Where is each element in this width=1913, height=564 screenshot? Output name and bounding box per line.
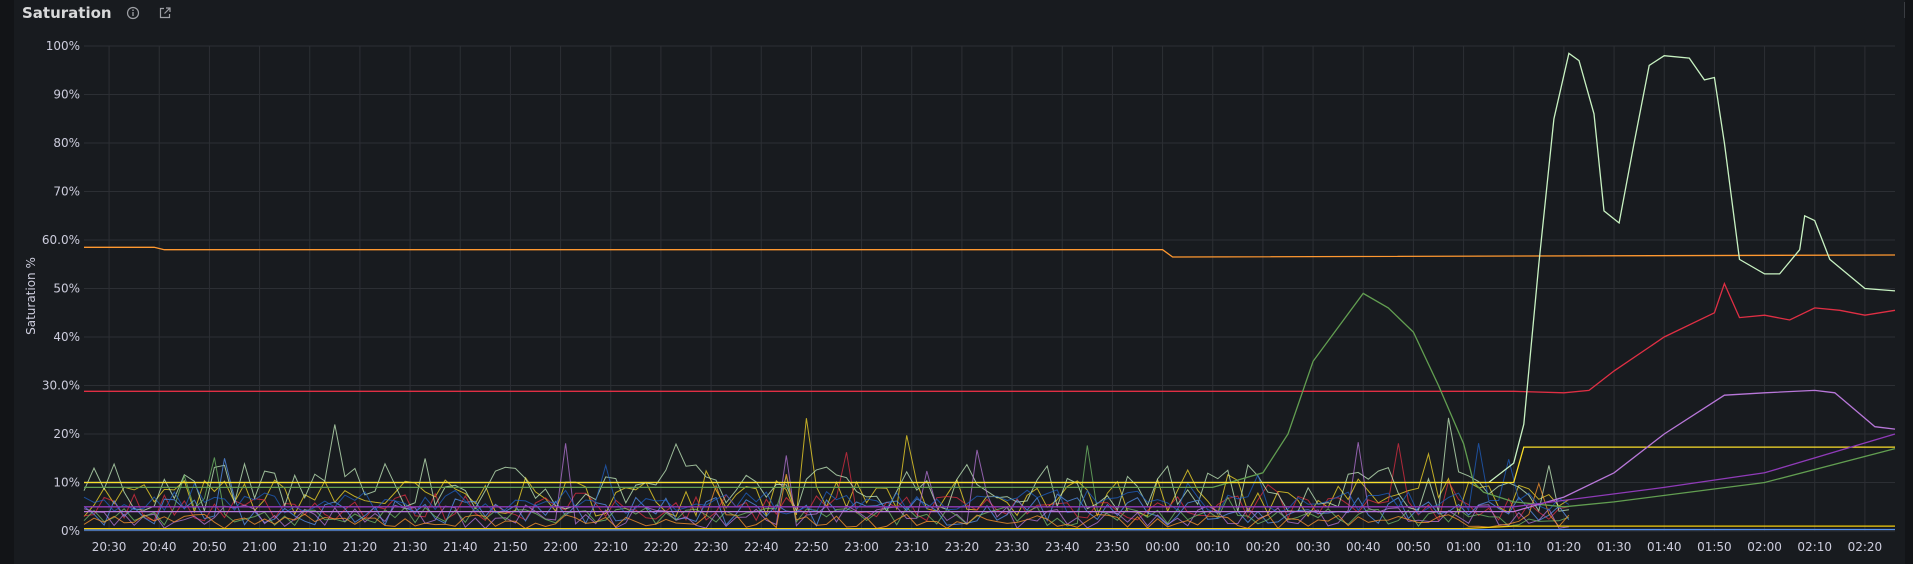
x-tick-label: 00:30 [1296,540,1331,554]
noise-line [83,417,1569,513]
x-tick-label: 21:30 [393,540,428,554]
dashboard-gutter [0,0,14,564]
series-line [83,528,1896,531]
x-tick-label: 20:50 [192,540,227,554]
info-circle-icon[interactable] [122,2,144,24]
x-tick-label: 21:50 [493,540,528,554]
y-tick-label: 50% [53,282,80,296]
y-tick-label: 10% [53,476,80,490]
x-tick-label: 22:50 [794,540,829,554]
noise-line [83,443,1570,515]
series-lines [83,52,1896,531]
x-tick-label: 01:30 [1597,540,1632,554]
noise-line [83,458,1570,527]
noise-line [83,445,1570,527]
x-tick-label: 22:20 [644,540,679,554]
x-tick-label: 00:20 [1246,540,1281,554]
x-tick-label: 01:40 [1647,540,1682,554]
series-line [84,446,1895,484]
y-tick-label: 60.0% [42,233,80,247]
x-tick-label: 00:40 [1346,540,1381,554]
y-tick-label: 40% [53,330,80,344]
series-line [84,389,1896,513]
panel-edge [1905,0,1913,564]
series-line [84,525,1895,530]
x-tick-label: 01:20 [1547,540,1582,554]
panel-menu-handle[interactable] [1904,2,1911,18]
x-tick-labels: 20:30 20:40 20:50 21:00 21:10 21:20 21:30 21:40… [92,540,1882,554]
x-tick-label: 23:40 [1045,540,1080,554]
noise-line [83,473,1570,530]
y-tick-label: 0% [61,524,80,538]
series-line [84,52,1896,484]
external-link-icon[interactable] [154,2,176,24]
panel-header: Saturation [22,0,176,26]
x-tick-label: 22:10 [593,540,628,554]
x-tick-label: 22:30 [694,540,729,554]
y-tick-labels: 0% 10% 20% 30.0% 40% 50% 60.0% 70% 80% 90% 100% [42,39,80,538]
x-tick-label: 23:00 [844,540,879,554]
x-tick-label: 23:10 [894,540,929,554]
y-tick-label: 100% [46,39,80,53]
y-tick-label: 20% [53,427,80,441]
x-tick-label: 21:00 [242,540,277,554]
grid [84,45,1895,532]
x-tick-label: 23:30 [995,540,1030,554]
x-tick-label: 21:10 [292,540,327,554]
x-tick-label: 01:50 [1697,540,1732,554]
x-tick-label: 21:40 [443,540,478,554]
series-line [84,292,1896,508]
x-tick-label: 01:10 [1496,540,1531,554]
x-tick-label: 22:00 [543,540,578,554]
x-tick-label: 00:50 [1396,540,1431,554]
x-tick-label: 20:40 [142,540,177,554]
series-line [84,246,1896,258]
x-tick-label: 02:10 [1797,540,1832,554]
x-tick-label: 01:00 [1446,540,1481,554]
x-tick-label: 21:20 [343,540,378,554]
x-tick-label: 20:30 [92,540,127,554]
y-tick-label: 70% [53,185,80,199]
x-tick-label: 02:00 [1747,540,1782,554]
x-tick-label: 00:10 [1195,540,1230,554]
x-tick-label: 22:40 [744,540,779,554]
y-tick-label: 90% [53,88,80,102]
x-tick-label: 23:20 [945,540,980,554]
x-tick-label: 00:00 [1145,540,1180,554]
y-tick-label: 30.0% [42,379,80,393]
x-tick-label: 02:20 [1848,540,1883,554]
series-line [84,433,1896,508]
series-line [84,281,1896,394]
y-tick-label: 80% [53,136,80,150]
panel-title: Saturation [22,4,112,22]
x-tick-label: 23:50 [1095,540,1130,554]
